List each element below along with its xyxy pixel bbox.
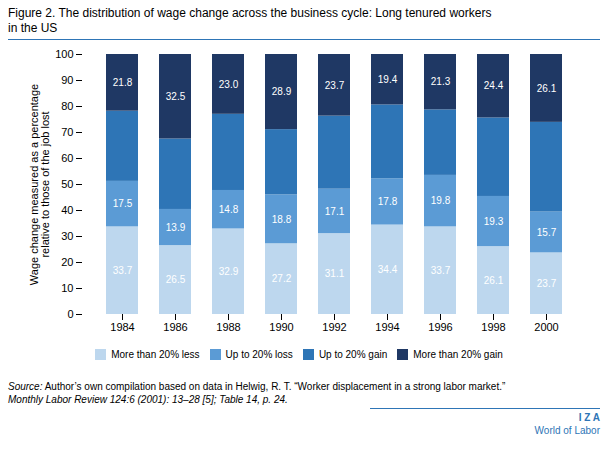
- svg-text:1986: 1986: [163, 321, 187, 333]
- svg-text:80: 80: [61, 100, 73, 112]
- svg-text:32.5: 32.5: [166, 91, 186, 102]
- svg-text:21.8: 21.8: [113, 77, 133, 88]
- svg-text:18.8: 18.8: [272, 214, 292, 225]
- svg-text:20: 20: [61, 256, 73, 268]
- svg-text:23.7: 23.7: [325, 80, 345, 91]
- svg-text:28.9: 28.9: [272, 86, 292, 97]
- html-text:World of Labor: World of Labor: [534, 425, 600, 436]
- svg-text:19.4: 19.4: [378, 74, 398, 85]
- svg-text:1994: 1994: [375, 321, 399, 333]
- svg-text:10: 10: [61, 282, 73, 294]
- svg-text:17.1: 17.1: [325, 206, 345, 217]
- svg-text:34.4: 34.4: [378, 264, 398, 275]
- svg-text:30: 30: [61, 230, 73, 242]
- svg-text:60: 60: [61, 152, 73, 164]
- svg-text:23.7: 23.7: [537, 278, 557, 289]
- html-text:More than 20% less: More than 20% less: [111, 349, 200, 360]
- svg-text:24.4: 24.4: [484, 80, 504, 91]
- svg-text:2000: 2000: [534, 321, 558, 333]
- svg-text:50: 50: [61, 178, 73, 190]
- svg-text:1996: 1996: [428, 321, 452, 333]
- html-text:Figure 2. The distribution of: Figure 2. The distribution of wage chang…: [8, 6, 492, 35]
- svg-text:14.8: 14.8: [219, 204, 239, 215]
- svg-text:1990: 1990: [269, 321, 293, 333]
- svg-text:90: 90: [61, 74, 73, 86]
- svg-text:33.7: 33.7: [113, 265, 133, 276]
- svg-text:32.9: 32.9: [219, 266, 239, 277]
- svg-text:70: 70: [61, 126, 73, 138]
- svg-text:0: 0: [67, 308, 73, 320]
- svg-text:Wage change measured as a perc: Wage change measured as a percentagerela…: [28, 84, 51, 285]
- svg-text:17.8: 17.8: [378, 196, 398, 207]
- svg-text:1984: 1984: [110, 321, 134, 333]
- svg-text:1992: 1992: [322, 321, 346, 333]
- svg-text:1998: 1998: [481, 321, 505, 333]
- svg-text:100: 100: [55, 48, 73, 60]
- svg-text:26.5: 26.5: [166, 274, 186, 285]
- svg-text:23.0: 23.0: [219, 79, 239, 90]
- html-text:Source: Author’s own compilati: Source: Author’s own compilation based o…: [8, 381, 506, 392]
- svg-text:33.7: 33.7: [431, 265, 451, 276]
- svg-text:40: 40: [61, 204, 73, 216]
- svg-text:31.1: 31.1: [325, 268, 345, 279]
- svg-text:26.1: 26.1: [537, 83, 557, 94]
- svg-text:17.5: 17.5: [113, 198, 133, 209]
- svg-text:19.8: 19.8: [431, 195, 451, 206]
- svg-text:15.7: 15.7: [537, 227, 557, 238]
- svg-text:21.3: 21.3: [431, 76, 451, 87]
- html-text:Monthly Labor Review 124:6 (20: Monthly Labor Review 124:6 (2001): 13–28…: [8, 394, 288, 405]
- svg-text:19.3: 19.3: [484, 216, 504, 227]
- svg-text:1988: 1988: [216, 321, 240, 333]
- svg-text:27.2: 27.2: [272, 273, 292, 284]
- svg-text:26.1: 26.1: [484, 275, 504, 286]
- html-text:More than 20% gain: More than 20% gain: [413, 349, 503, 360]
- html-text:Up to 20% loss: Up to 20% loss: [225, 349, 293, 360]
- html-text:Up to 20% gain: Up to 20% gain: [318, 349, 388, 360]
- svg-text:13.9: 13.9: [166, 222, 186, 233]
- html-text:I Z A: I Z A: [578, 412, 600, 423]
